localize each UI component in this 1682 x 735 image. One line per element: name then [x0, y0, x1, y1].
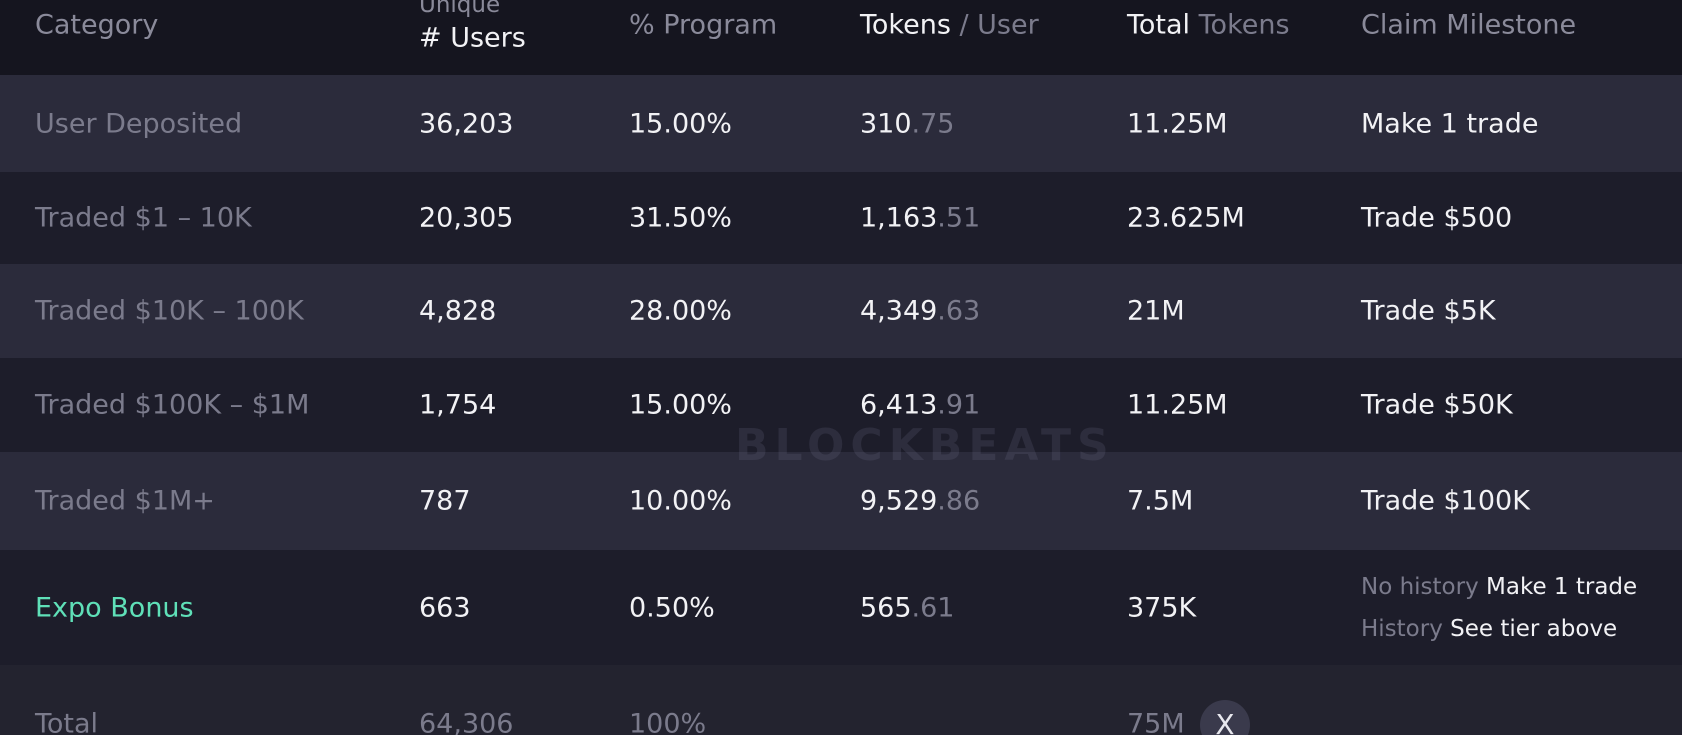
- milestone-cell: Trade $100K: [1361, 485, 1530, 517]
- header-cell: # Users: [419, 22, 526, 54]
- tokens-cell-main: 6,413: [860, 389, 938, 421]
- program-cell: 10.00%: [629, 485, 732, 517]
- header-sub: / User: [959, 9, 1039, 41]
- table-row: [0, 358, 1682, 452]
- users-cell: 663: [419, 592, 471, 623]
- share-x-button[interactable]: X: [1200, 700, 1250, 735]
- milestone-label: History: [1361, 615, 1443, 642]
- program-cell: 28.00%: [629, 295, 732, 327]
- header-cell: Tokens / User: [860, 10, 1039, 41]
- milestone-value: Make 1 trade: [1486, 573, 1638, 600]
- category-cell: Traded $100K – $1M: [35, 389, 310, 421]
- tokens-cell: 310.75: [860, 108, 955, 139]
- tokens-cell-sub: .63: [937, 295, 981, 327]
- tokens-cell-sub: .86: [937, 485, 981, 517]
- tokens-cell: 4,349.63: [860, 296, 980, 327]
- watermark: BLOCKBEATS: [735, 420, 1115, 471]
- header-cell: Claim Milestone: [1361, 9, 1577, 41]
- tokens-cell: 9,529.86: [860, 486, 980, 517]
- total-cell: 21M: [1127, 295, 1185, 327]
- tokens-cell-sub: .61: [911, 592, 955, 623]
- users-cell: 36,203: [419, 108, 514, 139]
- total-cell: 11.25M: [1127, 108, 1228, 139]
- table-row: [0, 550, 1682, 665]
- milestone-cell: Trade $5K: [1361, 295, 1496, 327]
- total-cell: 7.5M: [1127, 485, 1194, 517]
- users-cell: 20,305: [419, 202, 514, 234]
- users-cell: 787: [419, 485, 471, 517]
- category-cell: Traded $10K – 100K: [35, 295, 304, 327]
- program-cell: 31.50%: [629, 202, 732, 234]
- table-row: [0, 665, 1682, 735]
- program-cell: 0.50%: [629, 592, 715, 623]
- users-cell: 1,754: [419, 389, 497, 421]
- tokens-cell-sub: .91: [937, 389, 981, 421]
- category-cell: Traded $1M+: [35, 485, 215, 517]
- tokens-cell: 565.61: [860, 592, 955, 623]
- tokens-cell-sub: .51: [937, 202, 981, 234]
- program-cell: 15.00%: [629, 389, 732, 421]
- tokens-cell: 6,413.91: [860, 390, 980, 421]
- table-row: [0, 0, 1682, 75]
- milestone-cell: Trade $50K: [1361, 389, 1513, 421]
- table-row: [0, 172, 1682, 264]
- total-cell: 23.625M: [1127, 202, 1245, 234]
- tokens-cell-main: 565: [860, 592, 912, 623]
- tokens-cell-main: 1,163: [860, 202, 938, 234]
- header-cell: Unique: [419, 0, 501, 18]
- milestone-cell: No history Make 1 trade: [1361, 574, 1637, 600]
- total-row-cell: Total: [35, 708, 99, 735]
- category-cell: Traded $1 – 10K: [35, 202, 252, 234]
- total-cell: 11.25M: [1127, 389, 1228, 421]
- total-row-cell: 100%: [629, 708, 707, 735]
- header-cell: % Program: [629, 9, 778, 41]
- header-cell: Category: [35, 9, 159, 41]
- header-sub: Tokens: [1198, 9, 1290, 41]
- milestone-cell: History See tier above: [1361, 616, 1617, 642]
- header-cell: Total Tokens: [1127, 10, 1290, 41]
- tokens-cell-sub: .75: [911, 108, 955, 139]
- program-cell: 15.00%: [629, 108, 732, 139]
- table-row: [0, 264, 1682, 358]
- category-cell: Expo Bonus: [35, 592, 194, 623]
- milestone-cell: Make 1 trade: [1361, 108, 1539, 139]
- users-cell: 4,828: [419, 295, 497, 327]
- milestone-value: See tier above: [1450, 615, 1618, 642]
- table-row: [0, 452, 1682, 550]
- category-cell: User Deposited: [35, 108, 243, 139]
- tokens-cell-main: 4,349: [860, 295, 938, 327]
- tokens-cell: 1,163.51: [860, 203, 980, 234]
- total-cell: 375K: [1127, 592, 1197, 623]
- header-main: Total: [1127, 9, 1191, 41]
- tokens-cell-main: 310: [860, 108, 912, 139]
- milestone-cell: Trade $500: [1361, 202, 1513, 234]
- tokens-cell-main: 9,529: [860, 485, 938, 517]
- total-row-cell: 64,306: [419, 708, 514, 735]
- total-row-cell: 75M: [1127, 708, 1185, 735]
- table-row: [0, 75, 1682, 172]
- milestone-label: No history: [1361, 573, 1479, 600]
- header-main: Tokens: [860, 9, 951, 41]
